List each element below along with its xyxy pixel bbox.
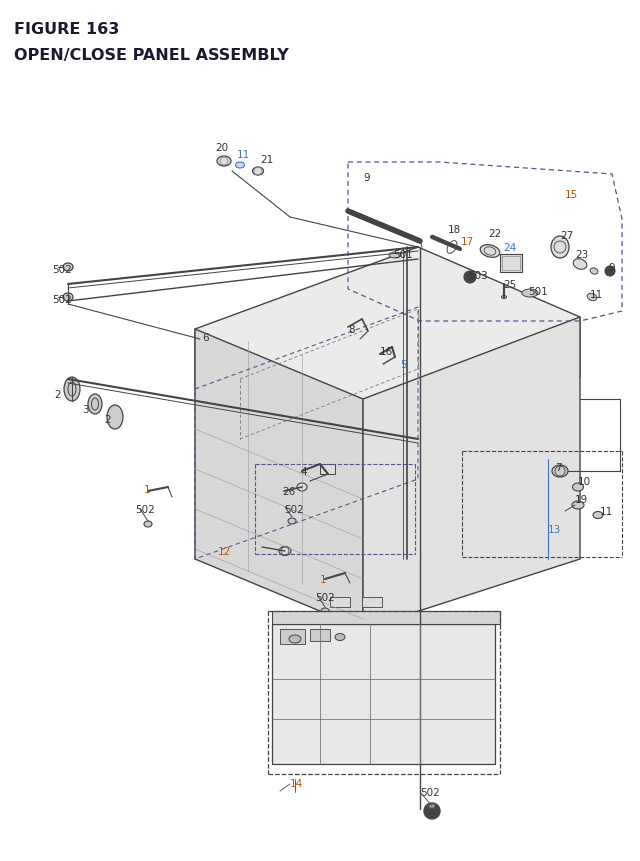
Ellipse shape <box>279 547 291 556</box>
Text: 501: 501 <box>393 250 413 260</box>
Text: 13: 13 <box>548 524 561 535</box>
Text: 9: 9 <box>608 263 614 273</box>
Ellipse shape <box>321 608 329 614</box>
Ellipse shape <box>429 804 435 808</box>
Circle shape <box>424 803 440 819</box>
Text: 502: 502 <box>420 787 440 797</box>
Ellipse shape <box>88 394 102 414</box>
Ellipse shape <box>593 512 603 519</box>
Text: 14: 14 <box>290 778 303 788</box>
Polygon shape <box>272 624 495 764</box>
Circle shape <box>605 267 615 276</box>
Ellipse shape <box>144 522 152 528</box>
Ellipse shape <box>236 163 244 169</box>
Text: 8: 8 <box>348 325 355 335</box>
Text: 22: 22 <box>488 229 501 238</box>
Text: 2: 2 <box>104 414 111 424</box>
Text: 5: 5 <box>400 360 406 369</box>
Ellipse shape <box>480 245 500 258</box>
Polygon shape <box>363 318 580 629</box>
Text: 503: 503 <box>468 270 488 281</box>
Text: 12: 12 <box>218 547 231 556</box>
Ellipse shape <box>551 237 569 258</box>
Bar <box>280 629 305 644</box>
Ellipse shape <box>573 483 584 492</box>
Ellipse shape <box>217 157 231 167</box>
Text: 2: 2 <box>54 389 61 400</box>
Ellipse shape <box>64 378 80 401</box>
Ellipse shape <box>522 289 538 298</box>
Text: 23: 23 <box>575 250 588 260</box>
Ellipse shape <box>587 294 597 301</box>
Ellipse shape <box>552 466 568 478</box>
Text: 3: 3 <box>82 405 88 414</box>
Ellipse shape <box>590 269 598 275</box>
Ellipse shape <box>289 635 301 643</box>
Text: 502: 502 <box>284 505 304 514</box>
Text: 502: 502 <box>135 505 155 514</box>
Text: 26: 26 <box>282 486 295 497</box>
Text: 502: 502 <box>52 294 72 305</box>
Circle shape <box>464 272 476 283</box>
Text: 16: 16 <box>380 347 393 356</box>
Bar <box>362 598 382 607</box>
Bar <box>310 629 330 641</box>
Polygon shape <box>195 330 363 629</box>
Text: 1: 1 <box>320 574 326 585</box>
Text: 10: 10 <box>578 476 591 486</box>
Ellipse shape <box>572 501 584 510</box>
Text: 15: 15 <box>565 189 579 200</box>
Text: 25: 25 <box>503 280 516 289</box>
Ellipse shape <box>107 406 123 430</box>
Text: 501: 501 <box>528 287 548 297</box>
Text: 20: 20 <box>215 143 228 152</box>
Bar <box>330 598 350 607</box>
Text: 11: 11 <box>590 289 604 300</box>
Text: 1: 1 <box>144 485 150 494</box>
Ellipse shape <box>389 253 401 258</box>
Text: 21: 21 <box>260 155 273 164</box>
Ellipse shape <box>288 518 296 524</box>
Text: 502: 502 <box>52 264 72 275</box>
Text: 11: 11 <box>600 506 613 517</box>
Ellipse shape <box>335 634 345 641</box>
Text: FIGURE 163: FIGURE 163 <box>14 22 120 37</box>
Text: 19: 19 <box>575 494 588 505</box>
Text: 4: 4 <box>300 467 307 476</box>
Text: 24: 24 <box>503 243 516 253</box>
Ellipse shape <box>63 294 73 301</box>
Text: 6: 6 <box>202 332 209 343</box>
Text: OPEN/CLOSE PANEL ASSEMBLY: OPEN/CLOSE PANEL ASSEMBLY <box>14 48 289 63</box>
Ellipse shape <box>63 263 73 272</box>
Text: 7: 7 <box>555 462 562 473</box>
Ellipse shape <box>573 259 587 270</box>
Text: 502: 502 <box>315 592 335 603</box>
Bar <box>500 255 522 273</box>
Text: 18: 18 <box>448 225 461 235</box>
Text: 17: 17 <box>461 237 474 247</box>
Ellipse shape <box>253 168 264 176</box>
Polygon shape <box>195 248 580 437</box>
Text: 9: 9 <box>363 173 370 183</box>
Text: 11: 11 <box>237 150 250 160</box>
Bar <box>502 257 520 270</box>
Ellipse shape <box>502 296 506 299</box>
Polygon shape <box>272 611 500 624</box>
Text: 27: 27 <box>560 231 573 241</box>
Bar <box>320 464 335 474</box>
Ellipse shape <box>297 483 307 492</box>
